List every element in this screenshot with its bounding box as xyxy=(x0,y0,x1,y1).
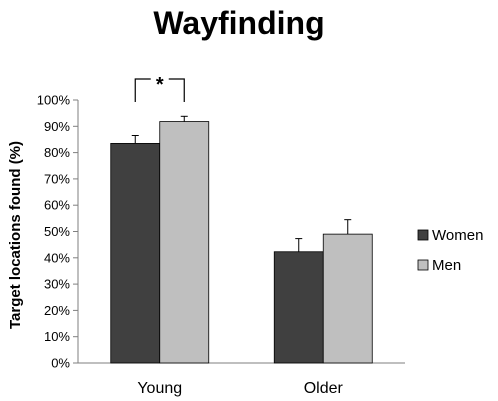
bar-older-women xyxy=(273,251,324,364)
x-axis-category-labels: Young Older xyxy=(137,380,343,397)
legend-label-women: Women xyxy=(432,227,483,244)
significance-gap xyxy=(150,76,169,84)
y-axis-ticks: 0% 10% 20% 30% 40% 50% 60% 70% 80% 90% 100% xyxy=(37,93,78,371)
bar-young-men xyxy=(159,121,210,364)
legend-swatch-women xyxy=(417,229,429,241)
chart-bars xyxy=(110,121,373,364)
y-tick-label: 30% xyxy=(44,277,70,292)
significance-bracket: * xyxy=(134,74,185,102)
x-category-label: Older xyxy=(304,380,344,397)
y-tick-label: 10% xyxy=(44,329,70,344)
legend-label-men: Men xyxy=(432,257,461,274)
y-tick-label: 70% xyxy=(44,171,70,186)
y-tick-label: 90% xyxy=(44,119,70,134)
y-axis-label: Target locations found (%) xyxy=(7,141,24,329)
y-tick-label: 50% xyxy=(44,224,70,239)
y-tick-label: 20% xyxy=(44,303,70,318)
y-tick-label: 100% xyxy=(37,93,71,108)
x-category-label: Young xyxy=(137,380,182,397)
bar-young-women xyxy=(110,142,161,364)
y-tick-label: 0% xyxy=(51,356,70,371)
legend-swatch-men xyxy=(417,259,429,271)
y-tick-label: 40% xyxy=(44,250,70,265)
y-tick-label: 60% xyxy=(44,198,70,213)
chart-error-bars xyxy=(131,115,352,252)
bar-older-men xyxy=(322,233,373,364)
chart-title: Wayfinding xyxy=(153,5,324,41)
significance-star: * xyxy=(156,74,164,96)
chart-legend: Women Men xyxy=(417,227,483,274)
y-tick-label: 80% xyxy=(44,145,70,160)
